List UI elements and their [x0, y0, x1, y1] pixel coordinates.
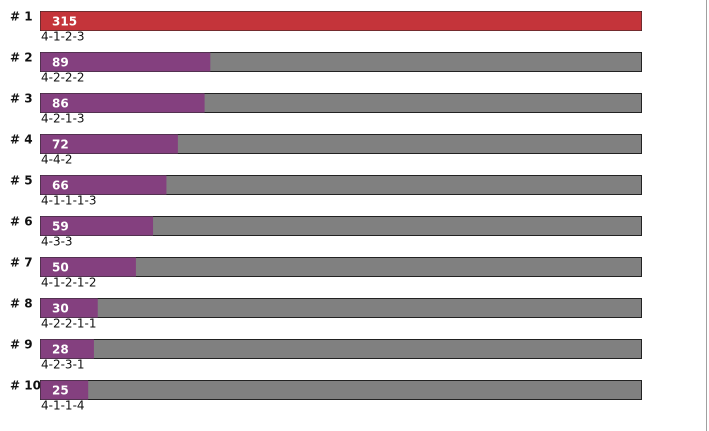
value-label: 315	[52, 15, 77, 29]
bar-track	[40, 380, 642, 400]
rank-label: # 10	[10, 379, 41, 393]
bar	[40, 175, 167, 195]
rank-label: # 1	[10, 10, 33, 24]
category-label: 4-4-2	[41, 153, 73, 167]
bar-track	[40, 339, 642, 359]
rank-label: # 9	[10, 338, 33, 352]
bar	[40, 134, 178, 154]
category-label: 4-1-2-1-2	[41, 276, 97, 290]
rank-label: # 4	[10, 133, 33, 147]
rank-label: # 8	[10, 297, 33, 311]
value-label: 25	[52, 384, 69, 398]
rank-label: # 7	[10, 256, 33, 270]
category-label: 4-2-2-1-1	[41, 317, 97, 331]
value-label: 86	[52, 97, 69, 111]
value-label: 50	[52, 261, 69, 275]
value-label: 59	[52, 220, 69, 234]
value-label: 89	[52, 56, 69, 70]
bar	[40, 257, 136, 277]
bar	[40, 339, 94, 359]
bar-track	[40, 298, 642, 318]
rank-label: # 6	[10, 215, 33, 229]
bar	[40, 380, 89, 400]
bar	[40, 216, 154, 236]
rank-label: # 3	[10, 92, 33, 106]
bar	[40, 93, 205, 113]
category-label: 4-2-2-2	[41, 71, 85, 85]
category-label: 4-1-1-1-3	[41, 194, 97, 208]
bar	[40, 11, 642, 31]
value-label: 28	[52, 343, 69, 357]
value-label: 72	[52, 138, 69, 152]
value-label: 30	[52, 302, 69, 316]
category-label: 4-1-2-3	[41, 30, 85, 44]
bar	[40, 52, 211, 72]
category-label: 4-2-3-1	[41, 358, 85, 372]
category-label: 4-2-1-3	[41, 112, 85, 126]
category-label: 4-3-3	[41, 235, 73, 249]
category-label: 4-1-1-4	[41, 399, 85, 413]
rank-label: # 2	[10, 51, 33, 65]
bar	[40, 298, 98, 318]
value-label: 66	[52, 179, 69, 193]
rank-label: # 5	[10, 174, 33, 188]
